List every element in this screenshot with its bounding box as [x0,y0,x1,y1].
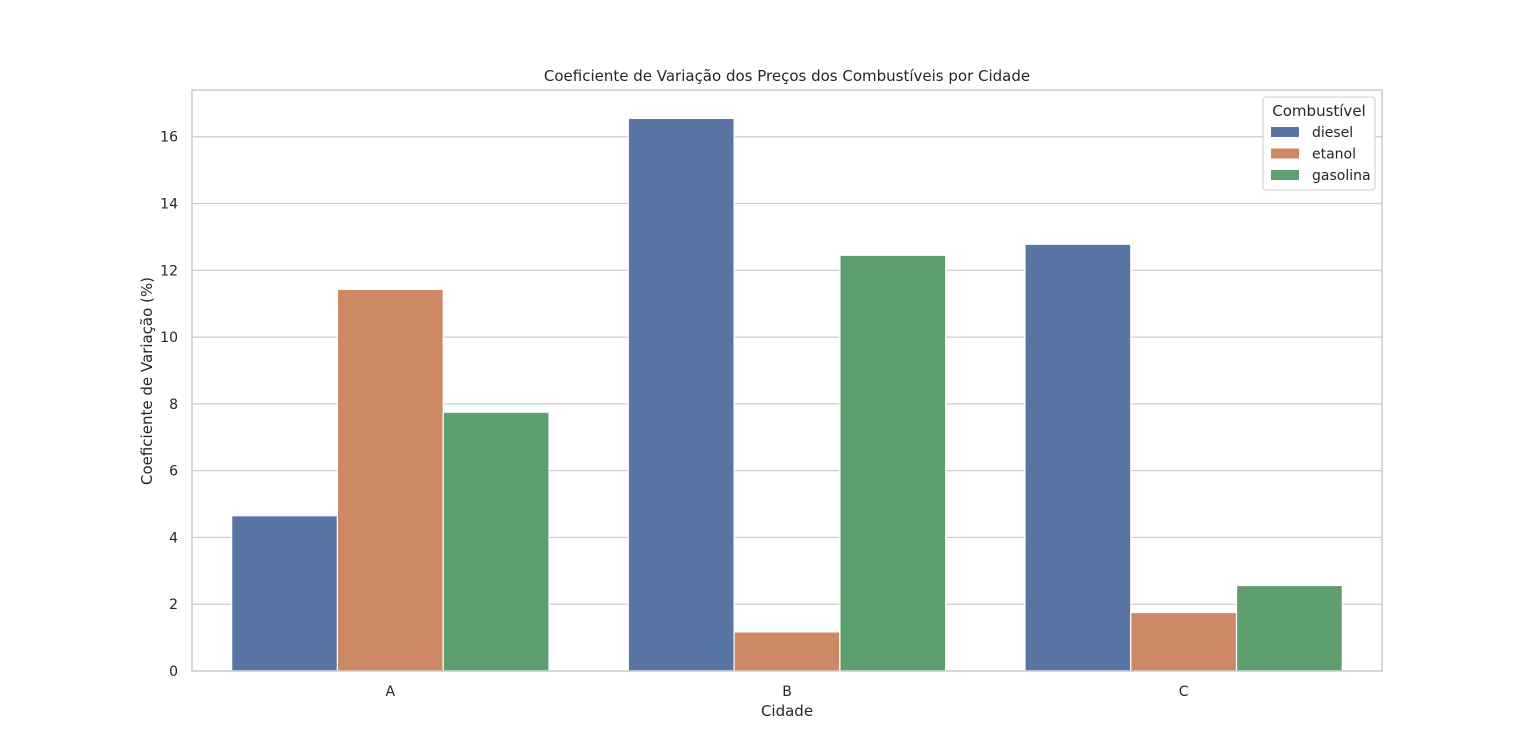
x-tick-label: C [1179,684,1189,700]
y-axis-label: Coeficiente de Variação (%) [138,277,156,485]
bar-diesel-A [231,515,339,672]
legend-items: diesel etanol gasolina [1271,125,1371,184]
y-tick-label: 12 [160,263,178,279]
x-axis-label: Cidade [761,702,813,720]
bar-gasolina-B [839,254,947,672]
legend-box [1262,96,1376,191]
y-tick-label: 14 [160,197,178,213]
plot-frame [191,89,1383,672]
legend-title: Combustível [1272,102,1365,120]
legend-swatch-gasolina [1271,170,1299,180]
legend-label-gasolina: gasolina [1312,168,1371,184]
bar-diesel-C [1024,243,1132,672]
bar-etanol-A [336,288,444,672]
bar-etanol-C [1130,611,1238,672]
legend-label-diesel: diesel [1312,125,1353,141]
y-tick-label: 2 [169,597,178,613]
x-tick-labels: A B C [386,684,1189,700]
y-tick-label: 6 [169,464,178,480]
y-tick-label: 10 [160,330,178,346]
legend: Combustível diesel etanol gasolina [1262,96,1376,191]
y-tick-label: 16 [160,130,178,146]
bar-etanol-B [733,631,841,672]
legend-swatch-diesel [1271,127,1299,137]
bars [231,117,1343,672]
bar-diesel-B [627,117,735,672]
chart-title: Coeficiente de Variação dos Preços dos C… [544,67,1030,85]
bar-gasolina-C [1235,584,1343,672]
y-tick-labels: 0 2 4 6 8 10 12 14 16 [160,130,178,680]
bar-gasolina-A [442,411,550,672]
x-tick-label: B [782,684,792,700]
y-tick-label: 8 [169,397,178,413]
legend-label-etanol: etanol [1312,147,1356,163]
y-tick-label: 4 [169,530,178,546]
y-tick-label: 0 [169,664,178,680]
legend-swatch-etanol [1271,148,1299,159]
x-tick-label: A [386,684,396,700]
